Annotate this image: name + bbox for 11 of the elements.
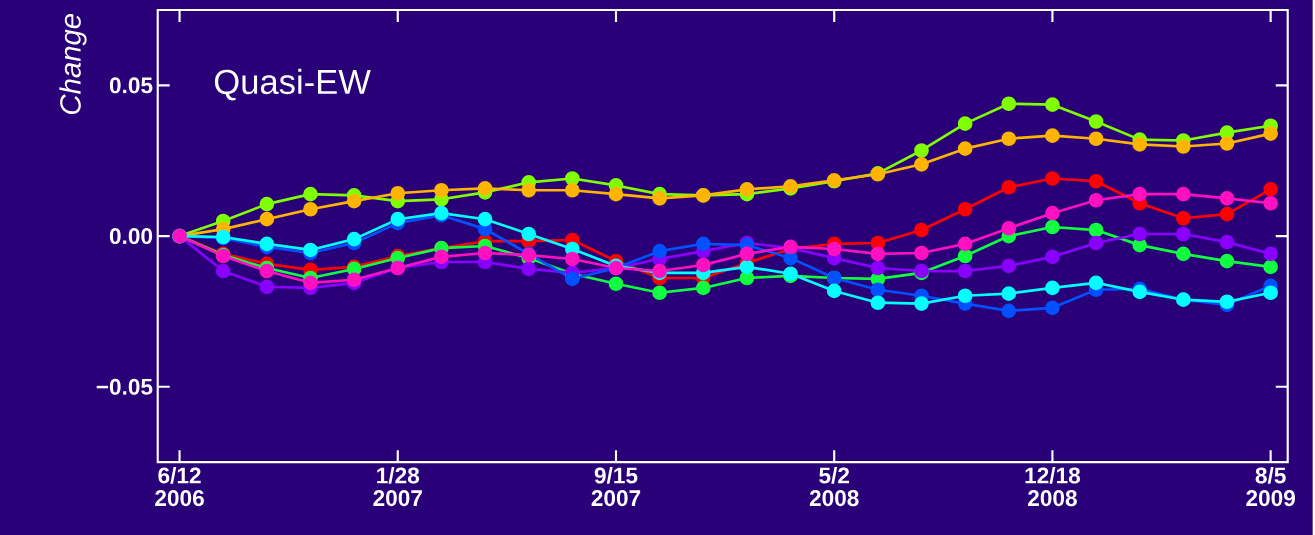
y-tick-label: −0.05 bbox=[96, 378, 153, 395]
x-tick-label: 6/12 2006 bbox=[155, 466, 204, 507]
y-tick-label: 0.00 bbox=[109, 228, 153, 245]
annotation: Quasi-EW bbox=[214, 68, 371, 101]
x-tick-label: 8/5 2009 bbox=[1246, 466, 1295, 507]
y-tick-label: 0.05 bbox=[109, 77, 153, 94]
y-axis-title: Change bbox=[59, 14, 87, 114]
x-tick-label: 9/15 2007 bbox=[591, 466, 641, 507]
x-tick-label: 1/28 2007 bbox=[373, 466, 422, 507]
x-tick-label: 5/2 2008 bbox=[809, 466, 859, 507]
x-tick-label: 12/18 2008 bbox=[1025, 466, 1081, 507]
